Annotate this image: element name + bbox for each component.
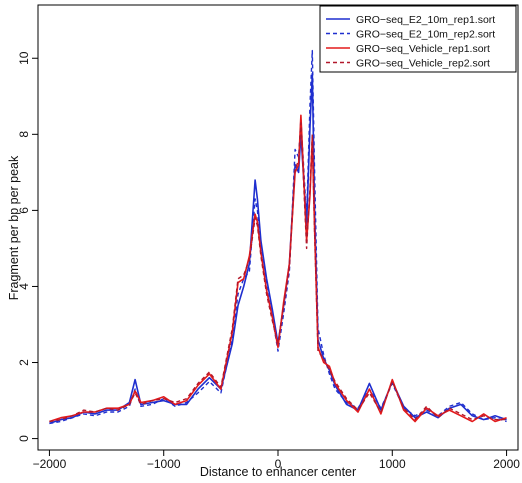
series-layer	[49, 49, 507, 425]
x-tick-label: 2000	[493, 457, 520, 471]
y-tick-label: 2	[17, 359, 31, 366]
legend-label-3: GRO−seq_Vehicle_rep1.sort	[356, 43, 490, 55]
x-tick-label: 0	[275, 457, 282, 471]
y-axis-label: Fragment per bp per peak	[7, 155, 21, 300]
x-axis-label: Distance to enhancer center	[200, 465, 356, 479]
y-tick-label: 10	[17, 51, 31, 65]
x-tick-label: −1000	[147, 457, 181, 471]
x-axis: −2000 −1000 0 1000 2000	[33, 450, 520, 471]
y-tick-label: 0	[17, 435, 31, 442]
legend-box	[319, 5, 517, 73]
legend-label-1: GRO−seq_E2_10m_rep1.sort	[356, 14, 495, 26]
y-tick-label: 4	[17, 283, 31, 290]
series-line-3	[49, 114, 507, 423]
x-tick-label: −2000	[33, 457, 67, 471]
legend: GRO−seq_E2_10m_rep1.sort GRO−seq_E2_10m_r…	[319, 5, 517, 73]
legend-label-2: GRO−seq_E2_10m_rep2.sort	[356, 29, 495, 41]
legend-label-4: GRO−seq_Vehicle_rep2.sort	[356, 58, 490, 70]
y-axis: 0 2 4 6 8 10	[17, 51, 38, 442]
y-tick-label: 8	[17, 131, 31, 138]
y-tick-label: 6	[17, 207, 31, 214]
x-tick-label: 1000	[379, 457, 406, 471]
series-line-4	[49, 122, 507, 423]
